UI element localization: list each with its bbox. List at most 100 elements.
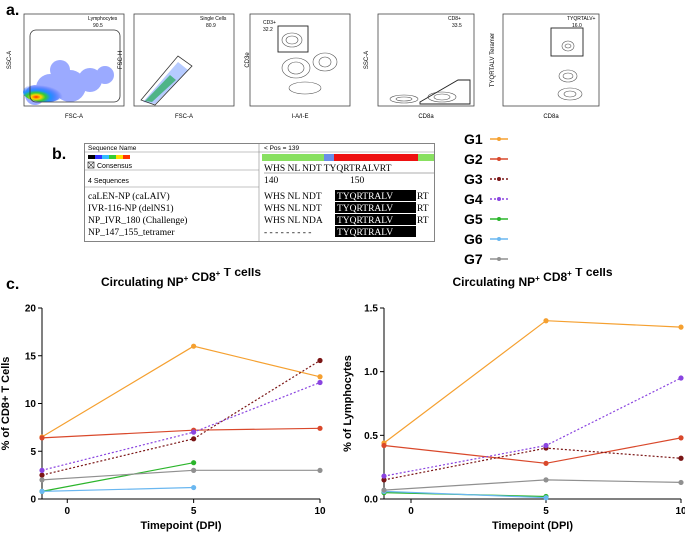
flow-plot-1: Lymphocytes 90.5 FSC-A SSC-A <box>7 13 125 120</box>
x-tick-label: 10 <box>675 506 685 517</box>
chart-cd8-percent: Circulating NP+ CD8+ T cells 0 5 10 15 20 0 5 10… <box>0 268 326 532</box>
legend-entry-g5: G5 <box>464 211 508 227</box>
series-line-g6 <box>383 490 547 499</box>
series-line-g5 <box>41 462 194 492</box>
sequence-epitope-2: TYQRTRALV <box>337 204 393 214</box>
sequence-alignment: Sequence Name < Pos = 139 Consensus 4 Se… <box>84 143 435 242</box>
sequence-name-4: NP_147_155_tetramer <box>88 228 175 238</box>
legend-entry-g7: G7 <box>464 251 508 267</box>
data-point-g7 <box>543 477 549 483</box>
panel-label-c: c. <box>6 276 20 293</box>
flow-plot-2: Single Cells 80.9 FSC-A FSC-H <box>118 13 235 120</box>
legend-marker <box>497 197 501 201</box>
data-point-g7 <box>191 467 197 473</box>
legend-marker <box>497 257 501 261</box>
y-tick-label: 10 <box>25 399 37 410</box>
flow-ylabel-3: CD3e <box>245 52 251 68</box>
y-axis-label: % of Lymphocytes <box>342 355 354 452</box>
data-point-g4 <box>191 429 197 435</box>
flow-ylabel-2: FSC-H <box>118 51 124 69</box>
flow-gate-value-3: 32.2 <box>263 27 273 33</box>
sequence-pre-1: WHS NL NDT <box>264 192 322 202</box>
legend-marker <box>497 177 501 181</box>
x-tick-label: 0 <box>64 506 70 517</box>
chart-lymphocyte-percent: Circulating NP+ CD8+ T cells 0.0 0.5 1.0 1.5… <box>342 268 685 532</box>
chart-title: Circulating NP+ CD8+ T cells <box>101 268 261 289</box>
data-point-g3 <box>191 436 197 442</box>
data-point-g1 <box>317 374 323 380</box>
y-tick-label: 0 <box>30 495 36 506</box>
x-axis-label: Timepoint (DPI) <box>492 520 573 532</box>
data-point-g7 <box>39 477 45 483</box>
data-point-g2 <box>39 435 45 441</box>
y-tick-label: 5 <box>30 447 36 458</box>
legend-marker <box>497 157 501 161</box>
flow-gate-value-1: 90.5 <box>93 23 103 29</box>
data-point-g6 <box>39 488 45 494</box>
flow-xlabel-5: CD8a <box>543 114 559 120</box>
sequence-name-2: IVR-116-NP (delNS1) <box>88 203 174 214</box>
legend-entry-g3: G3 <box>464 171 508 187</box>
alignment-header-left: Sequence Name <box>88 145 137 152</box>
legend-label: G3 <box>464 171 483 187</box>
flow-plot-3: CD3+ 32.2 I-A/I-E CD3e <box>245 13 351 120</box>
color-scale <box>88 155 130 159</box>
sequence-pre-4: - - - - - - - - - <box>264 228 311 238</box>
data-point-g1 <box>543 318 549 324</box>
alignment-row-1: caLEN-NP (caLAIV) WHS NL NDT TYQRTRALV R… <box>88 190 429 202</box>
flow-gate-value-5: 16.0 <box>572 23 582 29</box>
alignment-row-4: NP_147_155_tetramer - - - - - - - - - TY… <box>88 226 416 238</box>
data-point-g7 <box>381 487 387 493</box>
data-point-g4 <box>678 375 684 381</box>
alignment-row-2: IVR-116-NP (delNS1) WHS NL NDT TYQRTRALV… <box>88 202 429 214</box>
data-point-g2 <box>543 460 549 466</box>
series-line-g7 <box>41 469 320 481</box>
data-point-g1 <box>678 324 684 330</box>
flow-xlabel-3: I-A/I-E <box>291 114 308 120</box>
legend-label: G6 <box>464 231 483 247</box>
legend-label: G2 <box>464 151 483 167</box>
legend-entry-g6: G6 <box>464 231 508 247</box>
flow-ylabel-5: TYQRTALV Teramer <box>490 33 496 87</box>
sequence-pre-3: WHS NL NDA <box>264 216 323 226</box>
flow-gate-name-1: Lymphocytes <box>88 16 118 22</box>
legend-marker <box>497 237 501 241</box>
y-tick-label: 1.0 <box>364 367 378 378</box>
x-tick-label: 0 <box>408 506 414 517</box>
x-tick-label: 5 <box>191 506 197 517</box>
data-point-g7 <box>678 479 684 486</box>
consensus-sequence: WHS NL NDT TYQRTRALVRT <box>264 164 392 174</box>
sequence-post-2: RT <box>417 204 429 214</box>
data-point-g4 <box>381 473 387 479</box>
chart-title: Circulating NP+ CD8+ T cells <box>452 268 612 289</box>
flow-ylabel-4: SSC-A <box>364 51 370 69</box>
legend-label: G7 <box>464 251 483 267</box>
series-line-g4 <box>41 381 321 471</box>
data-point-g2 <box>381 442 387 449</box>
legend-entry-g2: G2 <box>464 151 508 167</box>
x-axis-label: Timepoint (DPI) <box>140 520 221 532</box>
data-point-g4 <box>543 442 549 449</box>
legend-label: G1 <box>464 131 483 147</box>
consensus-label: Consensus <box>97 163 133 170</box>
conservation-bar <box>262 154 434 161</box>
flow-panel: Lymphocytes 90.5 FSC-A SSC-A Single Cell… <box>7 13 600 120</box>
sequence-name-1: caLEN-NP (caLAIV) <box>88 191 170 202</box>
position-140: 140 <box>264 176 279 186</box>
series-line-g7 <box>383 479 682 491</box>
alignment-header-right: < Pos = 139 <box>264 145 299 152</box>
sequence-epitope-1: TYQRTRALV <box>337 192 393 202</box>
sequence-post-3: RT <box>417 216 429 226</box>
data-point-g7 <box>317 467 323 473</box>
sequence-name-3: NP_IVR_180 (Challenge) <box>88 215 187 226</box>
flow-xlabel-4: CD8a <box>418 114 434 120</box>
legend: G1 G2 G3 G4 G5 G6 G7 <box>464 131 508 267</box>
alignment-row-3: NP_IVR_180 (Challenge) WHS NL NDA TYQRTR… <box>88 214 429 226</box>
data-point-g2 <box>317 425 323 431</box>
flow-gate-name-5: TYQRTALV+ <box>567 16 596 22</box>
series-line-g3 <box>41 359 321 476</box>
sequence-pre-2: WHS NL NDT <box>264 204 322 214</box>
consensus-checkbox[interactable] <box>87 161 95 169</box>
sequence-epitope-4: TYQRTRALV <box>337 228 393 238</box>
data-point-g1 <box>191 343 197 349</box>
